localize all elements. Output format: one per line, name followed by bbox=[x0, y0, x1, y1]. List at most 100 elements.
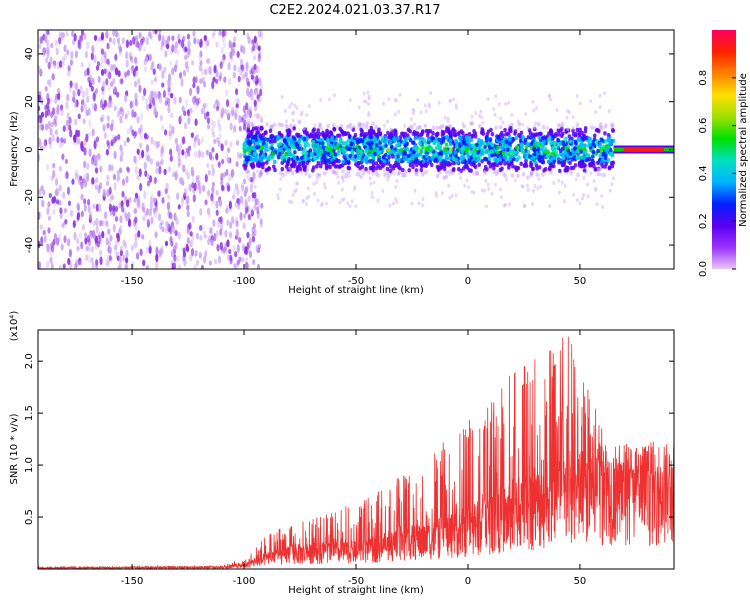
spectrogram-cell bbox=[386, 161, 391, 166]
spectrogram-cell bbox=[202, 106, 206, 115]
spectrogram-cell bbox=[215, 200, 219, 209]
spectrogram-cell bbox=[507, 165, 511, 170]
spectrogram-cell bbox=[577, 133, 582, 138]
spectrogram-cell bbox=[238, 125, 242, 132]
spectrogram-cell bbox=[364, 124, 369, 130]
spectrogram-cell bbox=[376, 173, 380, 178]
spectrogram-cell bbox=[219, 224, 224, 231]
spectrogram-cell bbox=[448, 195, 452, 200]
spectrogram-cell bbox=[64, 219, 68, 225]
spectrogram-cell bbox=[286, 158, 291, 164]
spectrogram-cell bbox=[453, 132, 458, 138]
spectrogram-cell bbox=[75, 259, 79, 268]
spectrogram-cell bbox=[475, 171, 480, 176]
spectrogram-cell bbox=[482, 140, 486, 146]
spectrogram-cell bbox=[155, 161, 159, 167]
spectrogram-cell bbox=[134, 216, 138, 224]
spectrogram-cell bbox=[484, 138, 489, 143]
spectrogram-cell bbox=[490, 132, 495, 137]
spectrogram-cell bbox=[295, 155, 299, 160]
spectrogram-cell bbox=[200, 264, 205, 269]
spectrogram-cell bbox=[257, 163, 262, 169]
spectrogram-cell bbox=[251, 231, 255, 239]
spectrogram-cell bbox=[235, 183, 239, 190]
spectrogram-cell bbox=[454, 193, 458, 198]
spectrogram-cell bbox=[391, 154, 395, 159]
spectrogram-cell bbox=[228, 40, 232, 49]
spectrogram-cell bbox=[573, 133, 578, 138]
spectrogram-cell bbox=[537, 122, 541, 127]
spectrogram-cell bbox=[329, 131, 334, 136]
spectrogram-cell bbox=[41, 200, 45, 208]
spectrogram-cell bbox=[134, 232, 138, 242]
spectrogram-x-tick-label: 50 bbox=[574, 276, 587, 287]
spectrogram-cell bbox=[563, 151, 568, 156]
spectrogram-cell bbox=[172, 260, 176, 268]
snr-x-tick-label: 0 bbox=[465, 576, 471, 587]
spectrogram-cell bbox=[320, 141, 325, 146]
spectrogram-cell bbox=[234, 113, 238, 120]
spectrogram-cell bbox=[109, 196, 113, 203]
spectrogram-cell bbox=[317, 124, 322, 129]
spectrogram-cell bbox=[406, 153, 411, 159]
spectrogram-cell bbox=[119, 154, 123, 163]
spectrogram-cell bbox=[521, 172, 526, 177]
spectrogram-cell bbox=[111, 119, 115, 127]
spectrogram-cell bbox=[168, 60, 173, 67]
spectrogram-cell bbox=[146, 180, 151, 187]
spectrogram-cell bbox=[109, 123, 114, 132]
spectrogram-cell bbox=[439, 140, 444, 146]
spectrogram-cell bbox=[167, 97, 171, 107]
spectrogram-cell bbox=[180, 198, 184, 208]
spectrogram-cell bbox=[482, 188, 486, 193]
spectrogram-cell bbox=[134, 35, 139, 42]
spectrogram-cell bbox=[178, 115, 182, 125]
spectrogram-cell bbox=[191, 96, 196, 104]
spectrogram-cell bbox=[63, 53, 67, 61]
spectrogram-cell bbox=[556, 137, 560, 143]
colorbar-gradient bbox=[712, 30, 736, 269]
spectrogram-cell bbox=[586, 194, 590, 199]
spectrogram-cell bbox=[134, 166, 138, 175]
spectrogram-cell bbox=[239, 153, 243, 159]
spectrogram-cell bbox=[186, 204, 190, 211]
spectrogram-cell bbox=[101, 96, 105, 106]
spectrogram-cell bbox=[484, 157, 489, 162]
spectrogram-cell bbox=[134, 70, 139, 77]
spectrogram-y-tick-label: 40 bbox=[24, 48, 35, 61]
spectrogram-cell bbox=[54, 120, 58, 128]
spectrogram-cell bbox=[171, 44, 175, 53]
spectrogram-cell bbox=[407, 168, 412, 173]
spectrogram-cell bbox=[160, 44, 164, 52]
spectrogram-cell bbox=[38, 261, 41, 268]
spectrogram-cell bbox=[194, 103, 198, 110]
spectrogram-cell bbox=[290, 102, 294, 107]
spectrogram-cell bbox=[126, 137, 130, 143]
spectrogram-cell bbox=[144, 55, 148, 62]
spectrogram-cell bbox=[130, 65, 134, 74]
spectrogram-cell bbox=[85, 133, 89, 143]
spectrogram-cell bbox=[256, 206, 260, 215]
spectrogram-cell bbox=[195, 98, 200, 106]
spectrogram-cell bbox=[221, 185, 226, 192]
spectrogram-cell bbox=[306, 186, 310, 191]
spectrogram-cell bbox=[280, 133, 284, 138]
spectrogram-cell bbox=[437, 137, 442, 143]
spectrogram-cell bbox=[248, 140, 253, 145]
spectrogram-cell bbox=[158, 63, 162, 70]
spectrogram-cell bbox=[119, 225, 123, 234]
spectrogram-cell bbox=[74, 263, 78, 269]
spectrogram-cell bbox=[203, 255, 207, 264]
spectrogram-cell bbox=[215, 99, 219, 105]
spectrogram-cell bbox=[125, 175, 129, 184]
spectrogram-cell bbox=[138, 42, 142, 52]
spectrogram-cell bbox=[601, 204, 605, 209]
spectrogram-cell bbox=[158, 161, 162, 168]
spectrogram-cell bbox=[524, 112, 528, 117]
spectrogram-cell bbox=[169, 212, 173, 220]
spectrogram-cell bbox=[382, 101, 386, 106]
spectrogram-cell bbox=[237, 203, 241, 210]
spectrogram-cell bbox=[222, 247, 226, 255]
spectrogram-cell bbox=[153, 140, 157, 147]
spectrogram-cell bbox=[61, 32, 65, 38]
